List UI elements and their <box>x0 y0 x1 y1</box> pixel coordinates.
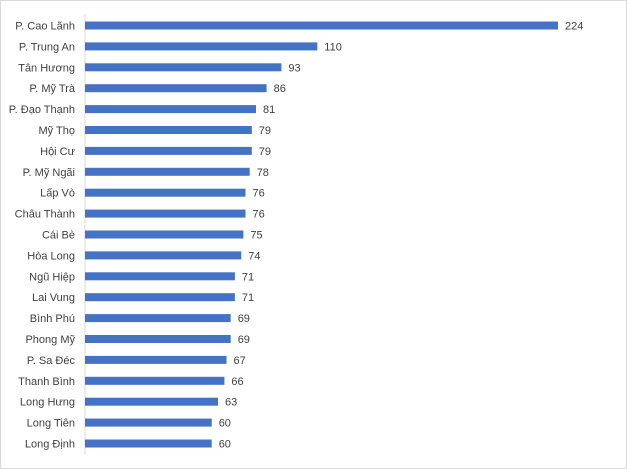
category-tick-label: Mỹ Thọ <box>39 125 75 137</box>
bar <box>85 439 212 448</box>
data-label: 81 <box>263 104 275 116</box>
bar <box>85 314 231 323</box>
data-label: 71 <box>242 271 254 283</box>
category-tick-label: P. Trung An <box>19 41 75 53</box>
category-tick-label: Long Hưng <box>20 397 75 409</box>
category-tick-label: P. Mỹ Trà <box>29 83 76 95</box>
bar <box>85 355 227 364</box>
category-tick-label: Cái Bè <box>42 230 75 242</box>
data-label: 67 <box>234 355 246 367</box>
category-tick-label: P. Đạo Thạnh <box>9 104 75 116</box>
bar <box>85 230 244 239</box>
category-tick-label: P. Cao Lãnh <box>15 21 75 33</box>
data-label: 76 <box>253 209 265 221</box>
category-tick-label: Lấp Vò <box>40 188 75 200</box>
bar <box>85 335 231 343</box>
data-label: 74 <box>248 250 260 262</box>
bar <box>85 105 256 114</box>
data-label: 79 <box>259 125 271 137</box>
data-label: 75 <box>250 230 262 242</box>
bar <box>85 63 282 72</box>
category-tick-label: P. Mỹ Ngãi <box>23 167 75 179</box>
category-tick-label: P. Sa Đéc <box>27 355 76 367</box>
bar <box>85 251 242 260</box>
data-label: 63 <box>225 397 237 409</box>
bar <box>85 188 246 197</box>
labels-layer: P. Cao Lãnh 224 P. Trung An 110 Tân Hương 93 P… <box>9 21 584 451</box>
category-tick-label: Tân Hương <box>18 62 75 74</box>
category-tick-label: Hội Cư <box>40 146 76 158</box>
bar <box>85 21 558 30</box>
bar <box>85 272 235 281</box>
data-label: 79 <box>259 146 271 158</box>
bar <box>85 167 250 176</box>
data-label: 66 <box>231 376 243 388</box>
bars-layer <box>85 21 558 448</box>
bar <box>85 293 235 302</box>
category-tick-label: Hòa Long <box>27 250 75 262</box>
data-label: 78 <box>257 167 269 179</box>
data-label: 110 <box>324 41 342 53</box>
category-tick-label: Long Tiên <box>27 418 75 430</box>
bar <box>85 42 318 51</box>
data-label: 69 <box>238 313 250 325</box>
bar <box>85 397 218 406</box>
data-label: 60 <box>219 418 231 430</box>
category-tick-label: Thanh Bình <box>18 376 75 388</box>
bar <box>85 126 252 134</box>
category-tick-label: Lai Vung <box>32 292 75 304</box>
category-tick-label: Ngũ Hiệp <box>29 271 75 283</box>
bar <box>85 146 252 155</box>
data-label: 224 <box>565 21 583 33</box>
data-label: 71 <box>242 292 254 304</box>
data-label: 60 <box>219 439 231 451</box>
category-tick-label: Phong Mỹ <box>25 334 75 346</box>
data-label: 93 <box>288 62 300 74</box>
bar <box>85 418 212 427</box>
bar <box>85 209 246 218</box>
data-label: 69 <box>238 334 250 346</box>
data-label: 86 <box>274 83 286 95</box>
category-tick-label: Bình Phú <box>30 313 75 325</box>
data-label: 76 <box>253 188 265 200</box>
bar <box>85 376 225 385</box>
bar <box>85 84 267 93</box>
category-tick-label: Long Định <box>25 439 75 451</box>
category-tick-label: Châu Thành <box>15 209 75 221</box>
